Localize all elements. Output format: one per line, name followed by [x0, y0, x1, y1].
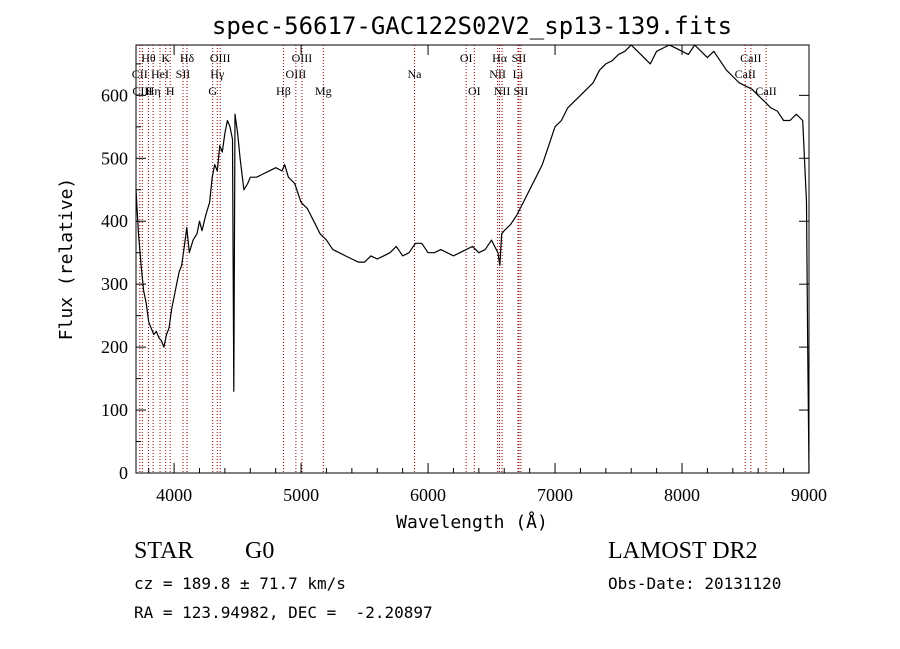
- line-marker-label: Na: [407, 67, 422, 81]
- line-marker-label: G: [208, 84, 217, 98]
- line-marker-label: K: [161, 51, 170, 65]
- x-axis-label: Wavelength (Å): [396, 511, 548, 533]
- y-tick-label: 200: [101, 337, 128, 357]
- line-marker-label: NII: [494, 84, 511, 98]
- y-axis-label: Flux (relative): [56, 178, 77, 341]
- line-marker-label: Hα: [492, 51, 508, 65]
- x-tick-label: 6000: [410, 485, 446, 505]
- spectrum-line: [135, 44, 810, 474]
- survey-name: LAMOST DR2: [608, 538, 758, 564]
- x-tick-label: 8000: [664, 485, 700, 505]
- line-marker-label: CaII: [755, 84, 776, 98]
- line-marker-label: OI: [460, 51, 473, 65]
- redshift-text: cz = 189.8 ± 71.7 km/s: [134, 574, 346, 593]
- line-marker-label: SII: [514, 84, 529, 98]
- x-axis: 4000 5000 6000 7000 8000 9000: [148, 45, 827, 505]
- y-tick-label: 400: [101, 211, 128, 231]
- obs-date: Obs-Date: 20131120: [608, 574, 782, 593]
- line-marker-label: CaII: [735, 67, 756, 81]
- y-tick-label: 500: [101, 148, 128, 168]
- x-tick-label: 7000: [537, 485, 573, 505]
- plot-frame: [135, 44, 810, 474]
- line-marker-label: CaII: [740, 51, 761, 65]
- line-marker-label: Mg: [315, 84, 332, 98]
- line-markers: HθCIICIIIHηHeIKHSIIHδGHγOIIIHβOIIIOIIIMg…: [132, 45, 777, 473]
- series-group: [135, 44, 810, 474]
- line-marker-label: SII: [512, 51, 527, 65]
- chart-title: spec-56617-GAC122S02V2_sp13-139.fits: [212, 12, 732, 40]
- line-marker-label: CII: [132, 67, 148, 81]
- x-tick-label: 5000: [283, 485, 319, 505]
- line-marker-label: H: [166, 84, 175, 98]
- coordinates: RA = 123.94982, DEC = -2.20897: [134, 603, 433, 622]
- line-marker-label: OIII: [292, 51, 313, 65]
- line-marker-label: OI: [468, 84, 481, 98]
- y-tick-label: 600: [101, 85, 128, 105]
- line-marker-label: Li: [513, 67, 524, 81]
- line-marker-label: NII: [489, 67, 506, 81]
- x-tick-label: 4000: [156, 485, 192, 505]
- y-tick-label: 0: [119, 463, 128, 483]
- line-marker-label: Hβ: [276, 84, 291, 98]
- line-marker-label: SII: [176, 67, 191, 81]
- y-axis: 0 100 200 300 400 500 600: [101, 63, 809, 483]
- line-marker-label: OIII: [210, 51, 231, 65]
- line-marker-label: Hθ: [141, 51, 156, 65]
- x-tick-label: 9000: [791, 485, 827, 505]
- y-tick-label: 100: [101, 400, 128, 420]
- line-marker-label: Hγ: [210, 67, 225, 81]
- line-marker-label: HeI: [151, 67, 169, 81]
- line-marker-label: Hη: [146, 84, 161, 98]
- line-marker-label: Hδ: [180, 51, 195, 65]
- y-tick-label: 300: [101, 274, 128, 294]
- line-marker-label: CIII: [132, 84, 152, 98]
- object-type: STAR: [134, 538, 194, 564]
- subclass: G0: [245, 538, 275, 564]
- line-marker-label: OIII: [286, 67, 307, 81]
